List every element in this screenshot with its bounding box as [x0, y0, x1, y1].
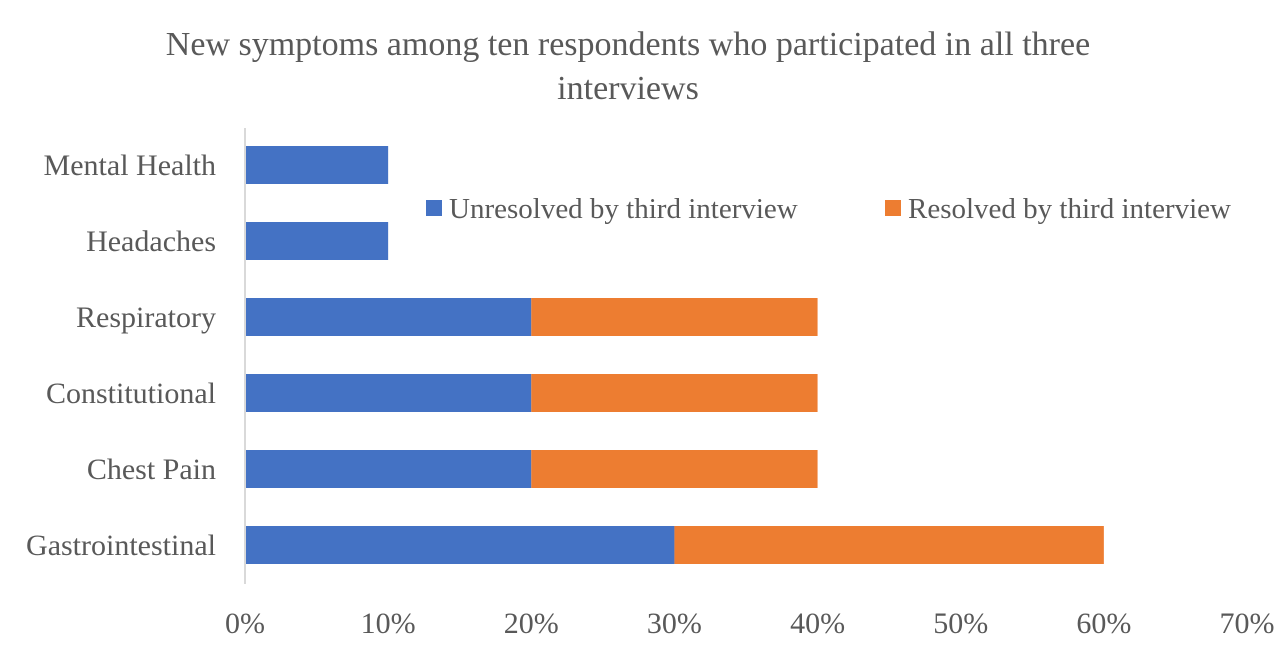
x-tick-label: 0% — [225, 607, 265, 640]
x-tick-label: 70% — [1220, 607, 1275, 640]
legend-swatch-series-1 — [426, 200, 442, 216]
chart-title: New symptoms among ten respondents who p… — [166, 26, 1090, 107]
chart-title-line-1: New symptoms among ten respondents who p… — [166, 26, 1090, 63]
category-label-constitutional: Constitutional — [46, 377, 216, 410]
x-tick-label: 50% — [933, 607, 988, 640]
bar-respiratory-series-2 — [531, 298, 818, 336]
x-tick-label: 60% — [1076, 607, 1131, 640]
bar-respiratory-series-1 — [245, 298, 532, 336]
bar-gastrointestinal-series-1 — [245, 526, 675, 564]
chart-legend: Unresolved by third interview Resolved by… — [426, 193, 1231, 225]
x-tick-label: 30% — [647, 607, 702, 640]
category-label-respiratory: Respiratory — [76, 301, 216, 334]
bar-constitutional-series-2 — [531, 374, 818, 412]
bar-gastrointestinal-series-2 — [674, 526, 1104, 564]
x-tick-label: 20% — [504, 607, 559, 640]
category-label-headaches: Headaches — [86, 225, 216, 258]
category-labels: Mental Health Headaches Respiratory Constit… — [26, 149, 216, 562]
category-label-chest-pain: Chest Pain — [87, 453, 216, 486]
bar-chest-pain-series-2 — [531, 450, 818, 488]
category-label-gastrointestinal: Gastrointestinal — [26, 529, 216, 562]
bar-headaches-series-1 — [245, 222, 389, 260]
chart-title-line-2: interviews — [557, 70, 699, 107]
legend-label-series-1: Unresolved by third interview — [449, 193, 798, 225]
legend-label-series-2: Resolved by third interview — [908, 193, 1231, 225]
bars-layer — [245, 146, 1104, 564]
legend-swatch-series-2 — [885, 200, 901, 216]
x-axis-tick-labels: 0% 10% 20% 30% 40% 50% 60% 70% — [225, 607, 1275, 640]
bar-mental-health-series-1 — [245, 146, 389, 184]
category-label-mental-health: Mental Health — [44, 149, 216, 182]
x-tick-label: 40% — [790, 607, 845, 640]
x-tick-label: 10% — [361, 607, 416, 640]
bar-constitutional-series-1 — [245, 374, 532, 412]
bar-chest-pain-series-1 — [245, 450, 532, 488]
